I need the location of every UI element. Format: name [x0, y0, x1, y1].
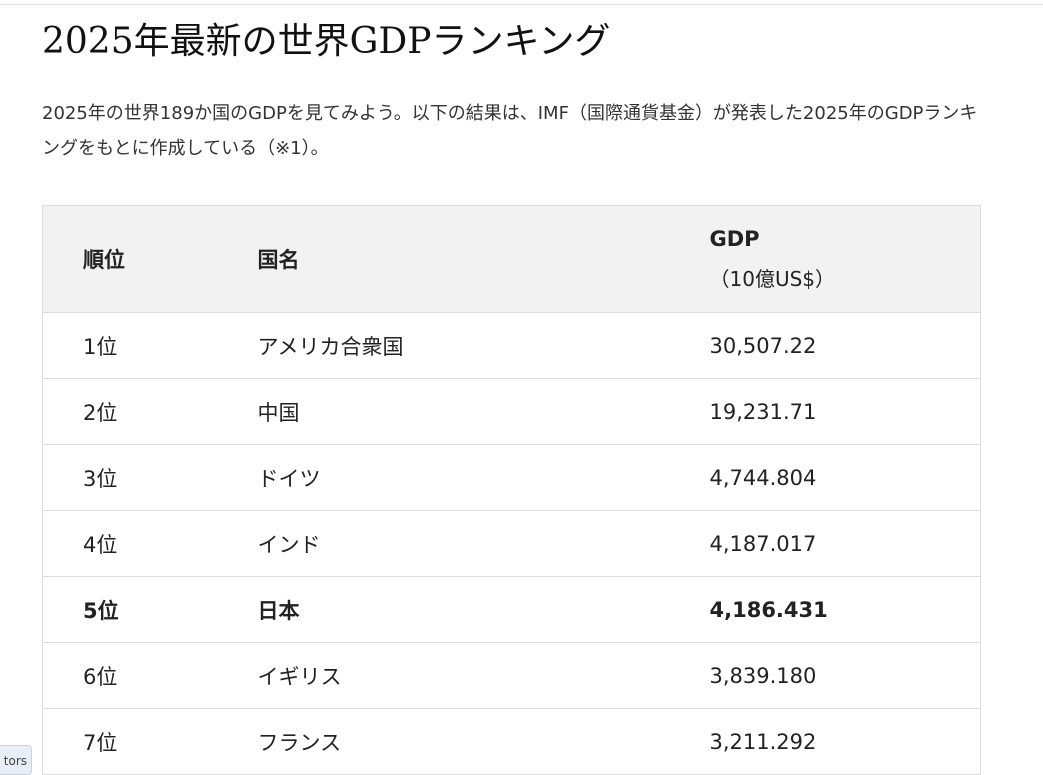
country-cell: 中国	[257, 378, 710, 445]
header-country: 国名	[257, 205, 710, 313]
header-rank: 順位	[42, 205, 258, 313]
table-row: 4位 インド 4,187.017	[42, 510, 981, 577]
table-header-row: 順位 国名 GDP （10億US$）	[42, 205, 981, 313]
country-cell: 日本	[257, 576, 710, 643]
table-row: 2位 中国 19,231.71	[42, 378, 981, 445]
rank-cell: 2位	[42, 378, 258, 445]
gdp-cell: 4,744.804	[709, 444, 981, 511]
country-cell: ドイツ	[257, 444, 710, 511]
country-cell: フランス	[257, 708, 710, 775]
header-gdp: GDP （10億US$）	[709, 205, 981, 313]
gdp-cell: 30,507.22	[709, 312, 981, 379]
rank-cell: 7位	[42, 708, 258, 775]
gdp-cell: 4,186.431	[709, 576, 981, 643]
table-row: 6位 イギリス 3,839.180	[42, 642, 981, 709]
rank-cell: 6位	[42, 642, 258, 709]
table-row: 5位 日本 4,186.431	[42, 576, 981, 643]
page-title: 2025年最新の世界GDPランキング	[42, 21, 611, 62]
rank-cell: 1位	[42, 312, 258, 379]
country-cell: イギリス	[257, 642, 710, 709]
gdp-cell: 19,231.71	[709, 378, 981, 445]
table-row: 1位 アメリカ合衆国 30,507.22	[42, 312, 981, 379]
rank-cell: 4位	[42, 510, 258, 577]
table-row: 7位 フランス 3,211.292	[42, 708, 981, 775]
header-gdp-unit: （10億US$）	[709, 266, 836, 291]
gdp-ranking-table: 順位 国名 GDP （10億US$） 1位 アメリカ合衆国 30,507.22 …	[42, 205, 981, 775]
gdp-cell: 3,839.180	[709, 642, 981, 709]
gdp-cell: 4,187.017	[709, 510, 981, 577]
gdp-cell: 3,211.292	[709, 708, 981, 775]
rank-cell: 3位	[42, 444, 258, 511]
country-cell: インド	[257, 510, 710, 577]
table-row: 3位 ドイツ 4,744.804	[42, 444, 981, 511]
header-gdp-label: GDP	[709, 226, 760, 251]
top-divider	[0, 4, 1043, 5]
rank-cell: 5位	[42, 576, 258, 643]
contributors-tab[interactable]: tors	[0, 745, 32, 775]
country-cell: アメリカ合衆国	[257, 312, 710, 379]
intro-paragraph: 2025年の世界189か国のGDPを見てみよう。以下の結果は、IMF（国際通貨基…	[42, 103, 978, 159]
